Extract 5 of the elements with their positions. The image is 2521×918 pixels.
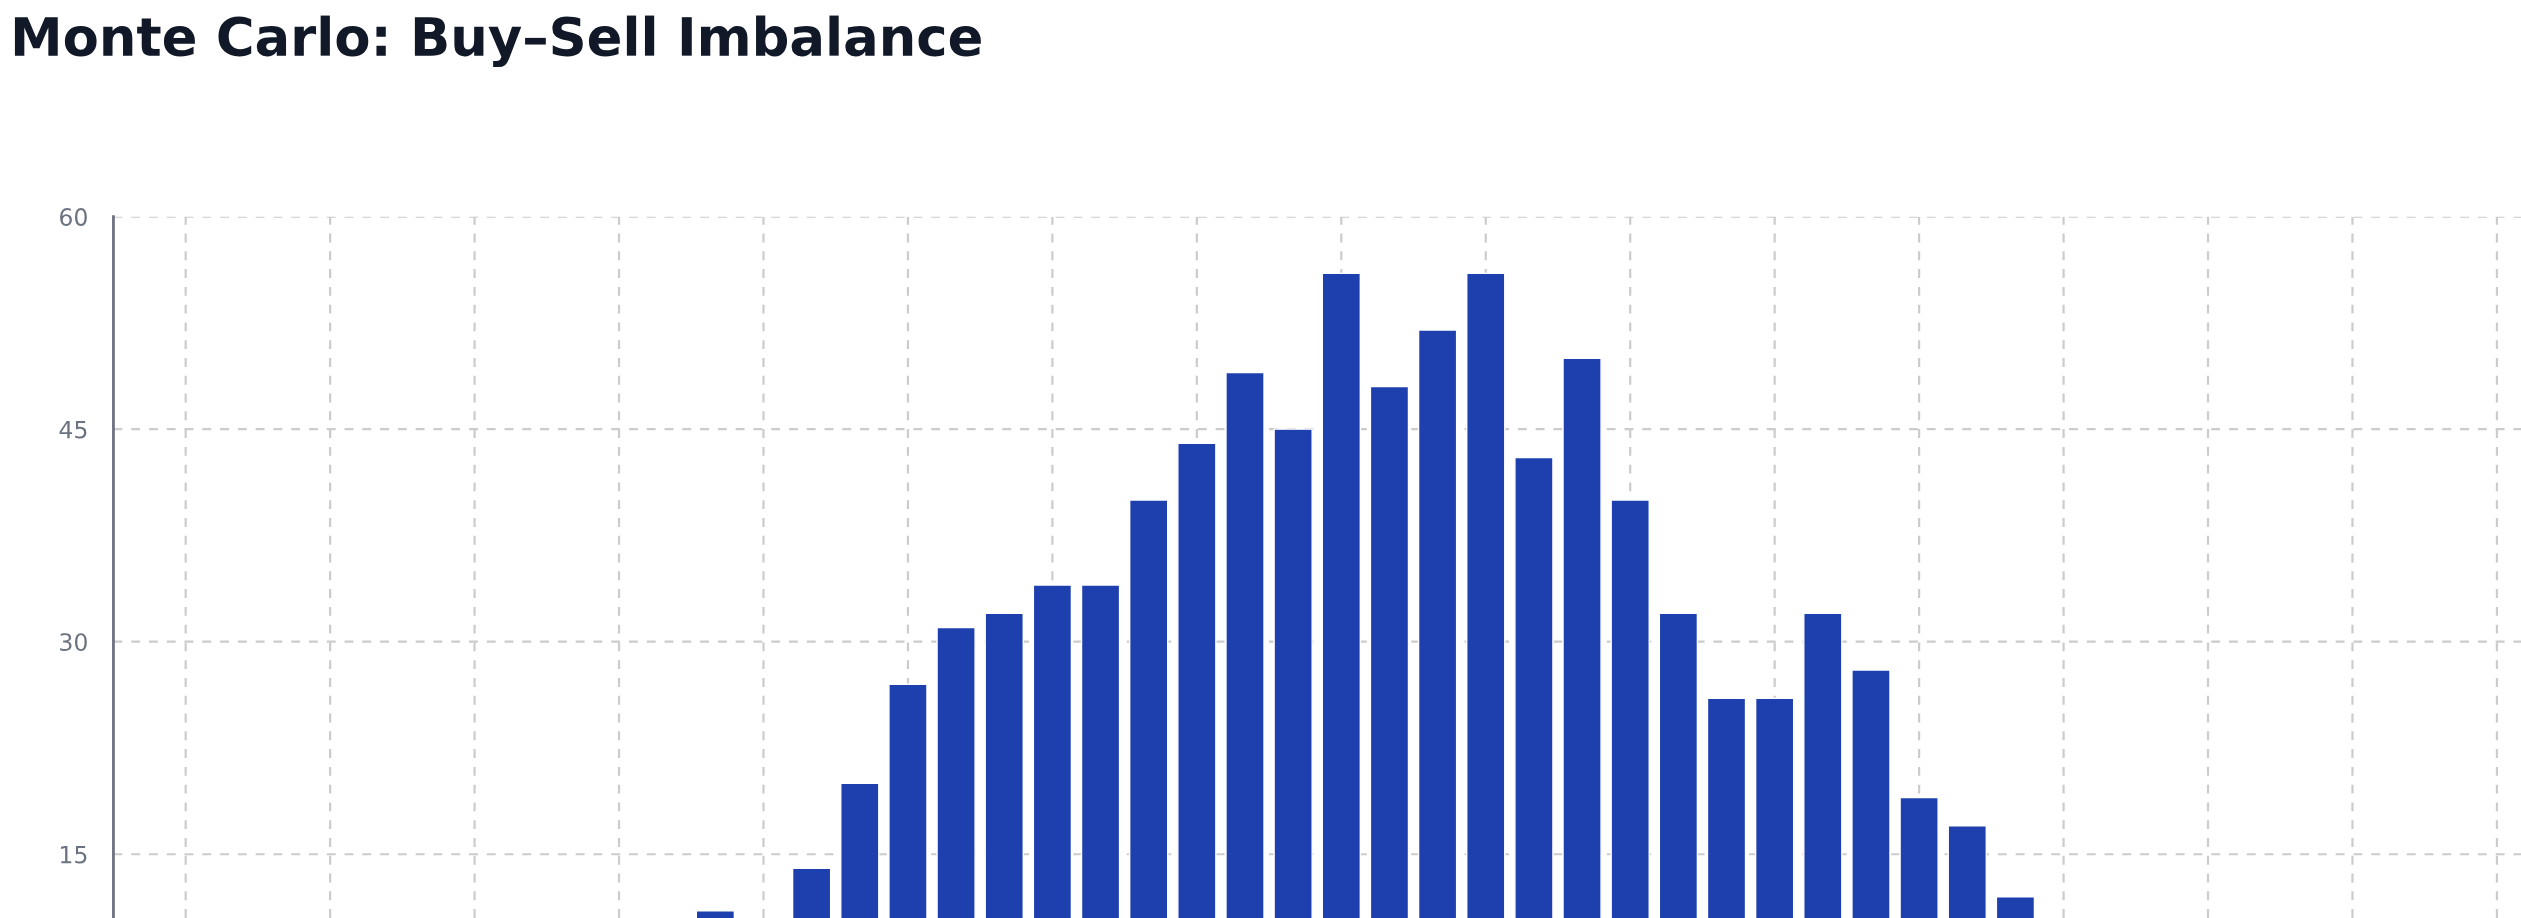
chart-title: Monte Carlo: Buy–Sell Imbalance <box>14 15 981 68</box>
y-tick-label: 60 <box>60 208 87 226</box>
y-tick-label: 15 <box>60 846 87 864</box>
y-tick-label: 45 <box>59 420 87 439</box>
y-tick-label: 30 <box>60 633 87 652</box>
